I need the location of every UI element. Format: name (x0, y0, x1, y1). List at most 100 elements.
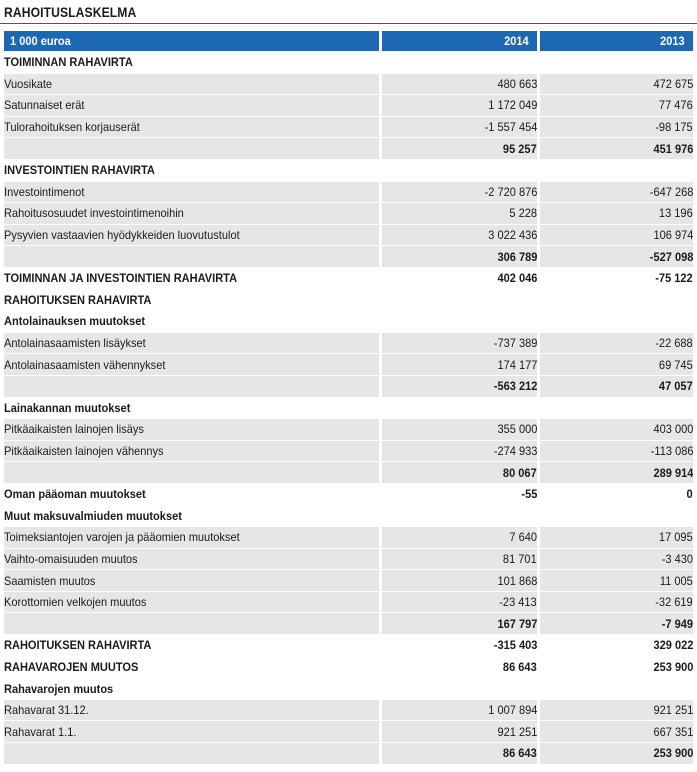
value-2014: 480 663 (382, 72, 537, 95)
table-row: Korottomien velkojen muutos -23 413 -32 61… (4, 590, 693, 613)
table-row: INVESTOINTIEN RAHAVIRTA (4, 158, 693, 181)
subtotal-row: 167 797 -7 949 (4, 612, 693, 635)
value-2013: -22 688 (540, 331, 693, 354)
table-row: RAHOITUKSEN RAHAVIRTA -315 403 329 022 (4, 634, 693, 656)
row-label (4, 612, 379, 635)
value-2014: 1 007 894 (382, 698, 537, 721)
value-2014: -315 403 (382, 634, 537, 656)
row-label: Korottomien velkojen muutos (4, 590, 379, 613)
value-2013: 106 974 (540, 223, 693, 246)
value-2013 (540, 51, 693, 73)
value-2013: -98 175 (540, 115, 693, 138)
subtotal-row: 306 789 -527 098 (4, 245, 693, 267)
row-label: Rahavarat 31.12. (4, 698, 379, 721)
value-2013: -32 619 (540, 590, 693, 613)
value-2013: 0 (540, 482, 693, 505)
value-2014: 306 789 (382, 245, 537, 267)
document-title: RAHOITUSLASKELMA (4, 5, 137, 20)
table-row: Investointimenot -2 720 876 -647 268 (4, 180, 693, 203)
value-2014: -55 (382, 482, 537, 505)
value-2013: -7 949 (540, 612, 693, 635)
value-2013 (540, 310, 693, 332)
table-row: Vaihto-omaisuuden muutos 81 701 -3 430 (4, 547, 693, 570)
value-2013 (540, 158, 693, 181)
row-label: Pitkäaikaisten lainojen vähennys (4, 439, 379, 462)
table-body: 1 000 euroa 2014 2013 TOIMINNAN RAHAVIRT… (4, 31, 693, 764)
row-label: RAHOITUKSEN RAHAVIRTA (4, 288, 379, 311)
value-2014: 7 640 (382, 526, 537, 548)
table-row: Satunnaiset erät 1 172 049 77 476 (4, 94, 693, 116)
table-row: Rahavarat 31.12. 1 007 894 921 251 (4, 698, 693, 721)
row-label: TOIMINNAN JA INVESTOINTIEN RAHAVIRTA (4, 266, 379, 289)
table-row: Tulorahoituksen korjauserät -1 557 454 -98… (4, 115, 693, 138)
value-2013: 253 900 (540, 742, 693, 764)
row-label: Antolainasaamisten vähennykset (4, 353, 379, 375)
value-2013: 329 022 (540, 634, 693, 656)
row-label: Investointimenot (4, 180, 379, 203)
subtotal-row: 80 067 289 914 (4, 461, 693, 483)
row-label: Tulorahoituksen korjauserät (4, 115, 379, 138)
value-2014: 355 000 (382, 418, 537, 440)
value-2014 (382, 51, 537, 73)
table-header-row: 1 000 euroa 2014 2013 (4, 31, 693, 51)
row-label (4, 461, 379, 483)
value-2014 (382, 310, 537, 332)
row-label: TOIMINNAN RAHAVIRTA (4, 51, 379, 73)
value-2014 (382, 677, 537, 699)
table-row: TOIMINNAN JA INVESTOINTIEN RAHAVIRTA 402 … (4, 266, 693, 289)
row-label: Antolainasaamisten lisäykset (4, 331, 379, 354)
value-2013: -3 430 (540, 547, 693, 570)
value-2014: -2 720 876 (382, 180, 537, 203)
value-2014: 5 228 (382, 202, 537, 224)
value-2014: -737 389 (382, 331, 537, 354)
value-2013: 13 196 (540, 202, 693, 224)
value-2013: 667 351 (540, 720, 693, 742)
header-unit: 1 000 euroa (4, 31, 379, 51)
row-label: Rahoitusosuudet investointimenoihin (4, 202, 379, 224)
cash-flow-table: 1 000 euroa 2014 2013 TOIMINNAN RAHAVIRT… (4, 31, 693, 764)
table-row: Toimeksiantojen varojen ja pääomien muut… (4, 526, 693, 548)
table-row: Antolainauksen muutokset (4, 310, 693, 332)
table-row: Rahoitusosuudet investointimenoihin 5 228… (4, 202, 693, 224)
header-year-2013: 2013 (540, 31, 693, 51)
table-row: Rahavarat 1.1. 921 251 667 351 (4, 720, 693, 742)
value-2013: 69 745 (540, 353, 693, 375)
row-label: Saamisten muutos (4, 569, 379, 591)
table-row: Vuosikate 480 663 472 675 (4, 72, 693, 95)
row-label: Rahavarat 1.1. (4, 720, 379, 742)
table-row: TOIMINNAN RAHAVIRTA (4, 51, 693, 73)
value-2014: 921 251 (382, 720, 537, 742)
value-2013: -647 268 (540, 180, 693, 203)
value-2013: 472 675 (540, 72, 693, 95)
value-2013: 403 000 (540, 418, 693, 440)
value-2013: 11 005 (540, 569, 693, 591)
value-2013: 17 095 (540, 526, 693, 548)
subtotal-row: -563 212 47 057 (4, 374, 693, 397)
value-2013: -75 122 (540, 266, 693, 289)
table-row: Pysyvien vastaavien hyödykkeiden luovutu… (4, 223, 693, 246)
row-label: Pitkäaikaisten lainojen lisäys (4, 418, 379, 440)
row-label: Antolainauksen muutokset (4, 310, 379, 332)
row-label: Toimeksiantojen varojen ja pääomien muut… (4, 526, 379, 548)
value-2014: 1 172 049 (382, 94, 537, 116)
value-2013 (540, 504, 693, 527)
table-row: Pitkäaikaisten lainojen vähennys -274 933… (4, 439, 693, 462)
row-label: Oman pääoman muutokset (4, 482, 379, 505)
value-2013: 921 251 (540, 698, 693, 721)
value-2013: -113 086 (540, 439, 693, 462)
value-2013: -527 098 (540, 245, 693, 267)
value-2014: 402 046 (382, 266, 537, 289)
value-2014: 81 701 (382, 547, 537, 570)
table-row: Saamisten muutos 101 868 11 005 (4, 569, 693, 591)
value-2014: 101 868 (382, 569, 537, 591)
value-2013: 47 057 (540, 374, 693, 397)
value-2014 (382, 396, 537, 419)
title-underline (0, 23, 697, 24)
value-2014 (382, 504, 537, 527)
value-2013 (540, 677, 693, 699)
table-row: Antolainasaamisten vähennykset 174 177 69 … (4, 353, 693, 375)
value-2014: 95 257 (382, 137, 537, 159)
subtotal-row: 95 257 451 976 (4, 137, 693, 159)
table-row: RAHOITUKSEN RAHAVIRTA (4, 288, 693, 311)
value-2014: 86 643 (382, 655, 537, 678)
